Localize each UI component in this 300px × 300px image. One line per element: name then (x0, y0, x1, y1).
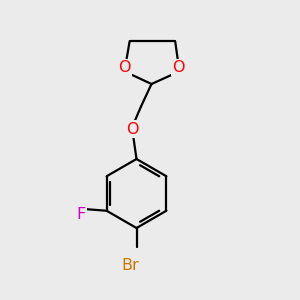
Text: F: F (76, 207, 85, 222)
Text: Br: Br (122, 258, 140, 273)
Text: O: O (126, 122, 138, 136)
Text: O: O (172, 60, 185, 75)
Text: O: O (118, 60, 131, 75)
